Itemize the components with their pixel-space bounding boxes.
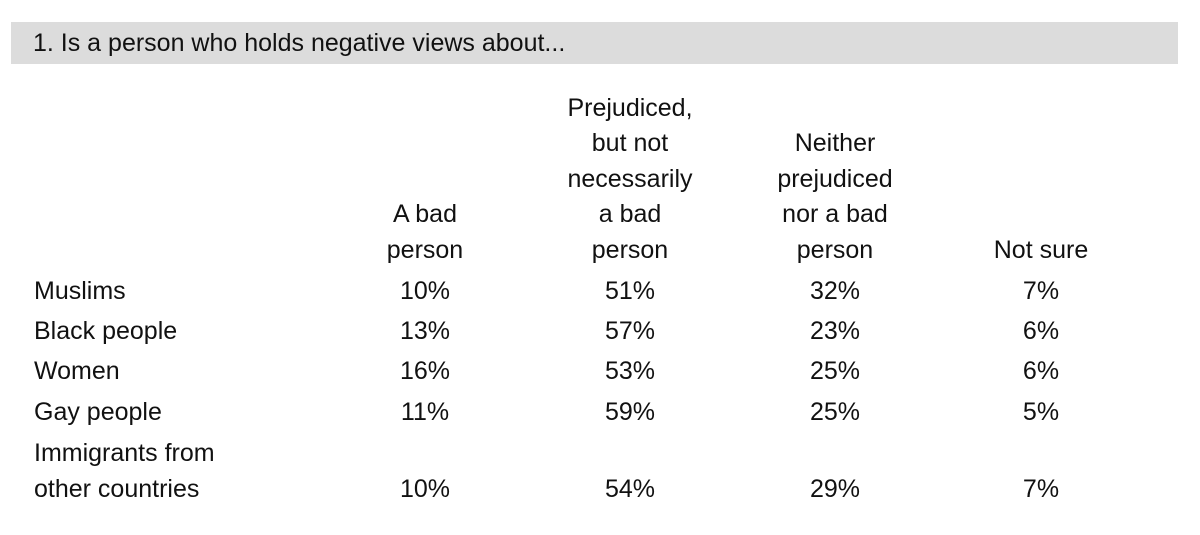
table-cell: 7% xyxy=(1022,277,1060,305)
column-header-3: Neither prejudiced nor a bad person xyxy=(755,100,915,268)
column-header-line: person xyxy=(591,235,669,264)
column-header-line: prejudiced xyxy=(777,164,893,193)
table-cell: 23% xyxy=(809,317,861,345)
row-label: Gay people xyxy=(34,394,162,430)
table-cell: 25% xyxy=(809,357,861,385)
table-cell: 11% xyxy=(400,398,450,426)
column-header-line: but not xyxy=(591,129,669,157)
table-cell: 57% xyxy=(604,317,656,345)
row-label-line: Gay people xyxy=(34,398,162,426)
table-cell: 13% xyxy=(399,317,451,345)
column-header-line: a bad xyxy=(598,200,662,228)
row-label-line: Black people xyxy=(34,317,178,345)
table-cell: 54% xyxy=(604,475,656,503)
row-label: Muslims xyxy=(34,273,126,309)
row-label: Immigrants from other countries xyxy=(34,435,215,507)
table-cell: 29% xyxy=(809,475,861,503)
table-cell: 59% xyxy=(604,398,656,426)
table-cell: 25% xyxy=(809,398,861,426)
row-label-line: Immigrants from xyxy=(34,439,215,467)
row-label: Black people xyxy=(34,313,177,349)
question-title: 1. Is a person who holds negative views … xyxy=(11,22,1178,64)
table-cell: 16% xyxy=(399,357,451,385)
row-label-line: other countries xyxy=(34,475,200,503)
column-header-line: Not sure xyxy=(993,235,1089,264)
column-header-line: person xyxy=(386,235,464,264)
column-header-4: Not sure xyxy=(961,100,1121,268)
table-cell: 6% xyxy=(1022,357,1060,385)
table-cell: 10% xyxy=(399,277,451,305)
column-header-line: A bad xyxy=(393,200,457,228)
table-cell: 51% xyxy=(604,277,656,305)
column-header-line: person xyxy=(796,235,874,264)
table-cell: 53% xyxy=(604,357,656,385)
column-header-2: Prejudiced, but not necessarily a bad person xyxy=(540,94,720,268)
column-header-line: Neither xyxy=(794,129,876,157)
table-cell: 32% xyxy=(809,277,861,305)
table-cell: 10% xyxy=(399,475,451,503)
column-header-line: Prejudiced, xyxy=(567,93,693,122)
row-label-line: Women xyxy=(34,357,120,385)
column-header-1: A bad person xyxy=(345,100,505,268)
row-label-line: Muslims xyxy=(34,277,126,305)
table-cell: 5% xyxy=(1022,398,1060,426)
column-header-line: necessarily xyxy=(567,164,693,193)
column-header-line: nor a bad xyxy=(782,200,888,228)
row-label: Women xyxy=(34,353,120,389)
table-cell: 6% xyxy=(1022,317,1060,345)
table-cell: 7% xyxy=(1022,475,1060,503)
